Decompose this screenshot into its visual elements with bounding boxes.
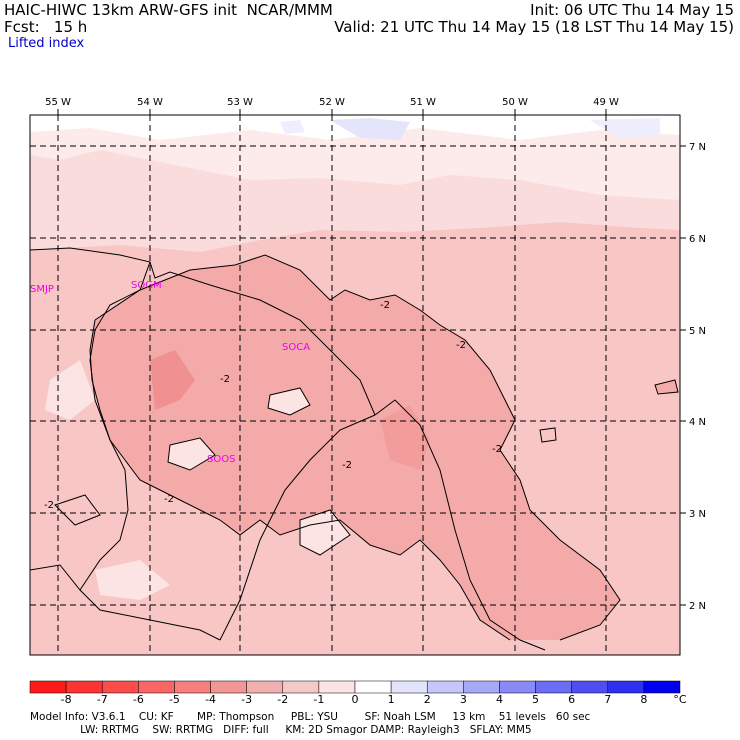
model-info-line1: Model Info: V3.6.1 CU: KF MP: Thompson P… xyxy=(30,711,591,723)
lat-label: 2 N xyxy=(689,601,706,612)
station-label-smjp: SMJP xyxy=(30,284,54,295)
colorbar-tick-label: 7 xyxy=(604,693,612,706)
colorbar-swatch xyxy=(607,680,645,694)
contour-label: -2 xyxy=(492,444,502,455)
shaded-field xyxy=(30,115,680,655)
lon-label: 53 W xyxy=(227,97,253,108)
colorbar-swatch xyxy=(390,680,428,694)
colorbar-tick-label: 5 xyxy=(532,693,540,706)
lon-label: 54 W xyxy=(137,97,163,108)
station-label-sogm: SOGM xyxy=(131,280,162,291)
colorbar-tick-label: 1 xyxy=(387,693,395,706)
contour-labels: -2 -2 -2 -2 -2 -2 -2 xyxy=(44,300,502,511)
field-blue-patch-3 xyxy=(280,120,305,134)
contour-label: -2 xyxy=(164,494,174,505)
colorbar-swatch xyxy=(463,680,500,694)
colorbar-swatch xyxy=(101,680,139,694)
colorbar-swatch xyxy=(643,680,681,694)
field-blue-patch-2 xyxy=(590,118,660,138)
colorbar-tick-label: -1 xyxy=(313,693,325,706)
lon-label: 51 W xyxy=(410,97,436,108)
field-hole-2 xyxy=(268,388,310,415)
model-title: HAIC-HIWC 13km ARW-GFS init NCAR/MMM xyxy=(4,1,333,19)
colorbar-tick-label: 8 xyxy=(640,693,648,706)
contour-label: -2 xyxy=(220,374,230,385)
colorbar-swatch xyxy=(138,680,175,694)
map-frame xyxy=(29,114,681,656)
colorbar-unit: °C xyxy=(673,693,687,706)
lat-label: 4 N xyxy=(689,417,706,428)
model-info-line2: LW: RRTMG SW: RRTMG DIFF: full KM: 2D Sm… xyxy=(30,724,532,736)
contour-label: -2 xyxy=(44,500,54,511)
colorbar-swatch xyxy=(65,680,103,694)
colorbar-swatch xyxy=(354,680,392,694)
colorbar-swatch xyxy=(246,680,284,694)
lat-labels: 7 N 6 N 5 N 4 N 3 N 2 N xyxy=(689,142,706,612)
colorbar-swatch xyxy=(210,680,247,694)
colorbar-tick-label: 4 xyxy=(495,693,503,706)
field-name: Lifted index xyxy=(8,36,85,51)
field-small-patch xyxy=(655,380,678,394)
colorbar-swatch xyxy=(535,680,572,694)
contour-label: -2 xyxy=(456,340,466,351)
lon-label: 50 W xyxy=(502,97,528,108)
lon-label: 55 W xyxy=(45,97,71,108)
colorbar-swatch xyxy=(29,680,67,694)
axis-ticks xyxy=(57,109,686,606)
lat-label: 7 N xyxy=(689,142,706,153)
field-enhanced-region xyxy=(90,255,620,640)
colorbar-tick-label: 2 xyxy=(423,693,431,706)
valid-time: Valid: 21 UTC Thu 14 May 15 (18 LST Thu … xyxy=(334,18,734,36)
lat-label: 5 N xyxy=(689,326,706,337)
contour-label: -2 xyxy=(380,300,390,311)
colorbar-swatch xyxy=(282,680,320,694)
colorbar-tick-label: -2 xyxy=(277,693,289,706)
station-label-soos: SOOS xyxy=(207,454,235,465)
lon-label: 49 W xyxy=(593,97,619,108)
init-time: Init: 06 UTC Thu 14 May 15 xyxy=(530,1,734,19)
colorbar-tick-label: -7 xyxy=(96,693,108,706)
colorbar-swatch xyxy=(174,680,211,694)
lat-label: 3 N xyxy=(689,509,706,520)
colorbar-swatch xyxy=(426,680,464,694)
field-hole-5 xyxy=(95,560,170,600)
colorbar-swatch xyxy=(571,680,609,694)
colorbar-tick-label: 0 xyxy=(351,693,359,706)
station-label-soca: SOCA xyxy=(282,342,310,353)
colorbar-tick-label: 3 xyxy=(459,693,467,706)
boundaries xyxy=(30,247,546,651)
field-blue-patch-1 xyxy=(330,118,410,140)
station-labels: SMJP SOGM SOCA SOOS xyxy=(30,280,310,465)
colorbar-swatch xyxy=(499,680,536,694)
colorbar-swatch xyxy=(318,680,356,694)
colorbar xyxy=(29,680,681,694)
colorbar-tick-label: -6 xyxy=(132,693,144,706)
colorbar-tick-label: -8 xyxy=(60,693,72,706)
field-strong-core-1 xyxy=(150,350,195,410)
forecast-hour: Fcst: 15 h xyxy=(4,18,88,36)
colorbar-tick-label: -5 xyxy=(168,693,180,706)
colorbar-tick-label: -3 xyxy=(241,693,253,706)
field-hole-3 xyxy=(300,510,350,555)
colorbar-tick-label: -4 xyxy=(205,693,217,706)
contour-label: -2 xyxy=(342,460,352,471)
colorbar-tick-label: 6 xyxy=(568,693,576,706)
lat-label: 6 N xyxy=(689,234,706,245)
lon-label: 52 W xyxy=(319,97,345,108)
lon-labels: 55 W 54 W 53 W 52 W 51 W 50 W 49 W xyxy=(45,97,619,108)
